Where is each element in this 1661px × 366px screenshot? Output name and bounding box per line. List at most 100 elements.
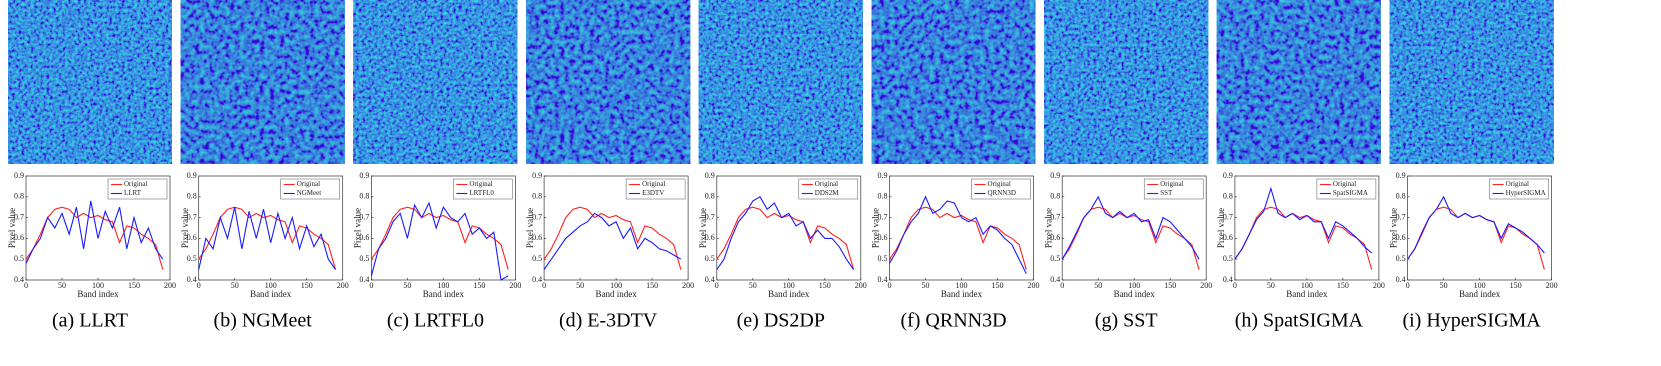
x-tick-label: 0 xyxy=(24,281,28,290)
y-tick-label: 0.9 xyxy=(14,171,24,180)
y-tick-label: 0.6 xyxy=(532,233,542,242)
legend-label: Original xyxy=(1333,180,1356,188)
line-series xyxy=(198,206,337,270)
legend-box xyxy=(971,178,1031,200)
y-tick-label: 0.6 xyxy=(1223,233,1233,242)
y-tick-label: 0.6 xyxy=(359,233,369,242)
x-tick-label: 200 xyxy=(1028,281,1040,290)
y-tick-label: 0.4 xyxy=(187,275,197,284)
y-tick-label: 0.6 xyxy=(705,233,715,242)
x-axis-label: Band index xyxy=(423,289,465,299)
legend-label: HyperSIGMA xyxy=(1506,189,1546,197)
legend-label: Original xyxy=(469,180,492,188)
x-tick-label: 150 xyxy=(819,281,831,290)
line-series xyxy=(1061,195,1200,260)
x-tick-label: 150 xyxy=(992,281,1004,290)
legend-label: SpatSIGMA xyxy=(1333,189,1368,197)
line-series xyxy=(889,195,1027,275)
x-tick-label: 200 xyxy=(682,281,694,290)
x-tick-label: 100 xyxy=(783,281,795,290)
line-series xyxy=(543,206,682,270)
y-tick-label: 0.6 xyxy=(1050,233,1060,242)
caption: (d) E-3DTV xyxy=(559,310,658,332)
line-series xyxy=(370,201,509,281)
x-tick-label: 50 xyxy=(576,281,584,290)
x-tick-label: 0 xyxy=(888,281,892,290)
y-tick-label: 0.6 xyxy=(878,233,888,242)
x-tick-label: 50 xyxy=(1440,281,1448,290)
x-tick-label: 100 xyxy=(1474,281,1486,290)
y-tick-label: 0.5 xyxy=(705,254,715,263)
legend-label: NGMeet xyxy=(297,189,322,197)
caption: (a) LLRT xyxy=(52,310,128,332)
line-series xyxy=(1234,206,1373,270)
y-tick-label: 0.7 xyxy=(1223,212,1233,221)
error-map-noise xyxy=(871,0,1036,164)
x-tick-label: 100 xyxy=(610,281,622,290)
y-tick-label: 0.7 xyxy=(187,212,197,221)
y-tick-label: 0.5 xyxy=(359,254,369,263)
line-series xyxy=(25,206,164,270)
line-series xyxy=(1061,206,1200,270)
y-tick-label: 0.8 xyxy=(1223,192,1233,201)
legend-label: Original xyxy=(124,180,147,188)
x-axis-label: Band index xyxy=(250,289,292,299)
legend-box xyxy=(453,178,513,200)
x-tick-label: 50 xyxy=(922,281,930,290)
x-tick-label: 50 xyxy=(403,281,411,290)
y-tick-label: 0.8 xyxy=(705,192,715,201)
y-tick-label: 0.9 xyxy=(187,171,197,180)
x-tick-label: 0 xyxy=(1406,281,1410,290)
line-series xyxy=(1234,186,1373,260)
y-tick-label: 0.7 xyxy=(705,212,715,221)
x-tick-label: 100 xyxy=(265,281,277,290)
y-tick-label: 0.4 xyxy=(705,275,715,284)
caption: (b) NGMeet xyxy=(214,310,313,332)
y-tick-label: 0.8 xyxy=(187,192,197,201)
caption: (g) SST xyxy=(1095,310,1158,332)
legend-box xyxy=(1143,178,1204,200)
x-tick-label: 150 xyxy=(473,281,485,290)
x-axis-label: Band index xyxy=(595,289,637,299)
x-tick-label: 150 xyxy=(301,281,313,290)
caption: (i) HyperSIGMA xyxy=(1402,310,1541,332)
x-tick-label: 100 xyxy=(1128,281,1140,290)
line-series xyxy=(716,196,855,270)
x-tick-label: 50 xyxy=(231,281,239,290)
error-map-noise xyxy=(8,0,172,164)
y-axis-label: Pixel value xyxy=(871,208,881,248)
legend-label: LRTFL0 xyxy=(469,189,494,197)
y-tick-label: 0.8 xyxy=(878,192,888,201)
y-tick-label: 0.4 xyxy=(1396,275,1406,284)
line-series xyxy=(25,200,164,264)
x-tick-label: 50 xyxy=(1267,281,1275,290)
legend-box xyxy=(1316,178,1377,200)
legend-label: Original xyxy=(815,180,838,188)
x-tick-label: 200 xyxy=(855,281,867,290)
caption: (f) QRNN3D xyxy=(900,310,1006,332)
x-tick-label: 200 xyxy=(164,281,176,290)
y-tick-label: 0.9 xyxy=(1396,171,1406,180)
y-tick-label: 0.4 xyxy=(1223,275,1233,284)
y-tick-label: 0.6 xyxy=(187,233,197,242)
x-axis-label: Band index xyxy=(77,289,119,299)
x-tick-label: 150 xyxy=(1164,281,1176,290)
line-series xyxy=(1407,195,1545,260)
line-series xyxy=(716,206,855,270)
y-tick-label: 0.9 xyxy=(1223,171,1233,180)
line-series xyxy=(198,207,336,270)
y-tick-label: 0.5 xyxy=(1050,254,1060,263)
x-axis-label: Band index xyxy=(768,289,810,299)
x-tick-label: 50 xyxy=(749,281,757,290)
y-tick-label: 0.4 xyxy=(14,275,24,284)
y-tick-label: 0.7 xyxy=(1396,212,1406,221)
y-tick-label: 0.4 xyxy=(1050,275,1060,284)
x-tick-label: 200 xyxy=(337,281,349,290)
legend-label: Original xyxy=(988,180,1011,188)
y-tick-label: 0.5 xyxy=(1223,254,1233,263)
y-axis-label: Pixel value xyxy=(7,208,17,248)
y-axis-label: Pixel value xyxy=(525,208,535,248)
legend-box xyxy=(798,178,859,200)
line-series xyxy=(889,206,1027,270)
